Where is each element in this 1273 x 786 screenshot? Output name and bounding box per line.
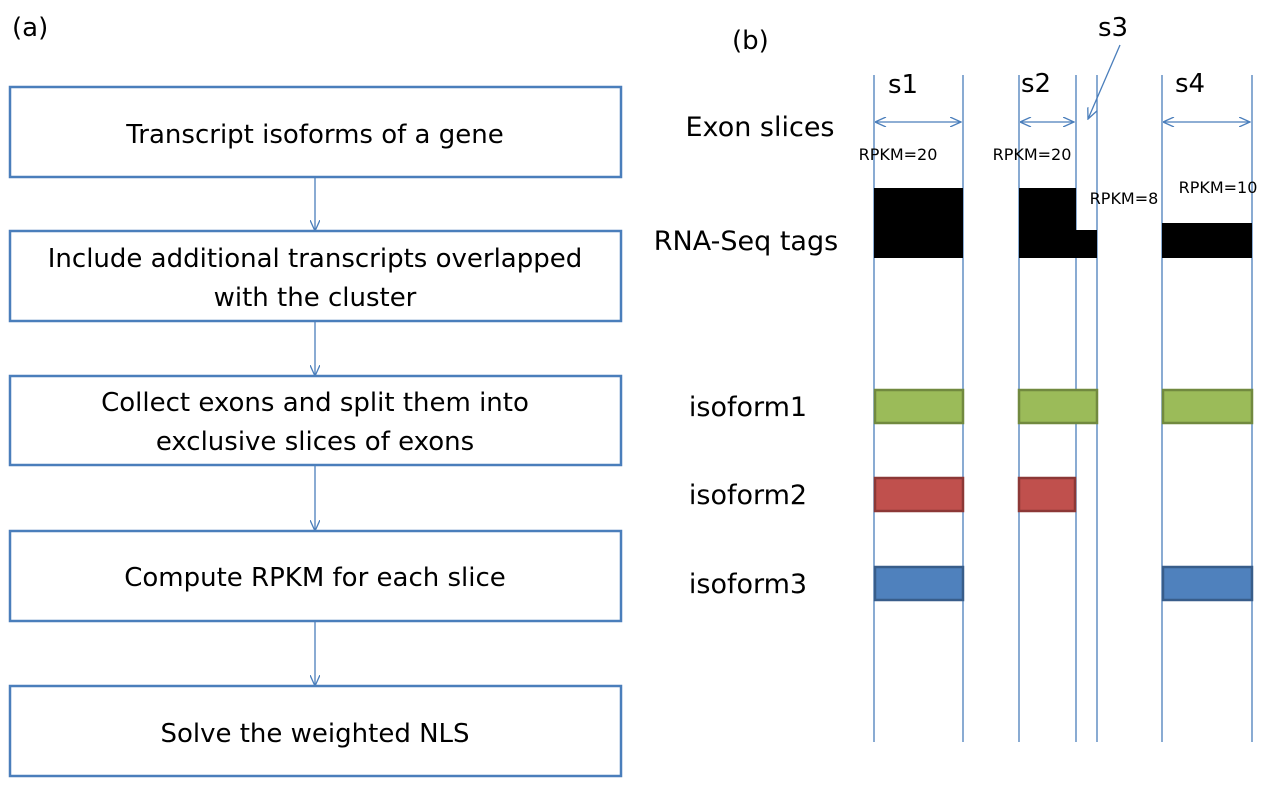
slice-label-s4: s4 bbox=[1175, 69, 1205, 99]
step-3-text-line1: Collect exons and split them into bbox=[101, 388, 529, 418]
exon-slices-label: Exon slices bbox=[685, 112, 834, 143]
slice-label-s3: s3 bbox=[1098, 13, 1128, 43]
flowchart: Transcript isoforms of a gene Include ad… bbox=[8, 85, 623, 778]
slice-label-s1: s1 bbox=[888, 70, 918, 100]
isoform1-exon-s1 bbox=[873, 388, 965, 425]
tag-bar-s3 bbox=[1076, 230, 1097, 258]
step-3-text-line2: exclusive slices of exons bbox=[156, 427, 474, 457]
step-2-text-line1: Include additional transcripts overlappe… bbox=[48, 244, 583, 274]
step-4-text: Compute RPKM for each slice bbox=[124, 563, 506, 593]
tag-bar-s1 bbox=[874, 188, 963, 258]
rpkm-label-s3: RPKM=8 bbox=[1090, 189, 1159, 208]
isoform3-label: isoform3 bbox=[689, 569, 807, 600]
slice-label-s2: s2 bbox=[1021, 69, 1051, 99]
step-box-1 bbox=[8, 85, 623, 179]
isoform1-exon-s2-s3 bbox=[1017, 388, 1099, 425]
isoform3-exon-s4 bbox=[1161, 565, 1254, 602]
panel-b-label: (b) bbox=[732, 26, 769, 56]
tag-bar-s4 bbox=[1162, 223, 1252, 258]
isoform2-exon-s2 bbox=[1017, 476, 1077, 513]
rpkm-label-s1: RPKM=20 bbox=[859, 145, 938, 164]
step-2-text-line2: with the cluster bbox=[214, 283, 417, 313]
isoform-blocks bbox=[873, 388, 1254, 602]
step-box-5 bbox=[8, 684, 623, 778]
step-1-text: Transcript isoforms of a gene bbox=[125, 120, 503, 150]
isoform1-label: isoform1 bbox=[689, 392, 807, 423]
rna-seq-tag-bars bbox=[874, 188, 1252, 258]
step-box-2 bbox=[8, 229, 623, 323]
step-box-3 bbox=[8, 374, 623, 467]
isoform1-exon-s4 bbox=[1161, 388, 1254, 425]
rpkm-label-s2: RPKM=20 bbox=[993, 145, 1072, 164]
tag-bar-s2 bbox=[1019, 188, 1076, 258]
step-5-text: Solve the weighted NLS bbox=[160, 719, 469, 749]
isoform3-exon-s1 bbox=[873, 565, 965, 602]
isoform2-exon-s1 bbox=[873, 476, 965, 513]
panel-a-label: (a) bbox=[12, 13, 48, 43]
isoform2-label: isoform2 bbox=[689, 480, 807, 511]
s3-pointer-arrow bbox=[1088, 44, 1121, 119]
rna-seq-tags-label: RNA-Seq tags bbox=[654, 226, 838, 257]
rpkm-label-s4: RPKM=10 bbox=[1179, 178, 1258, 197]
